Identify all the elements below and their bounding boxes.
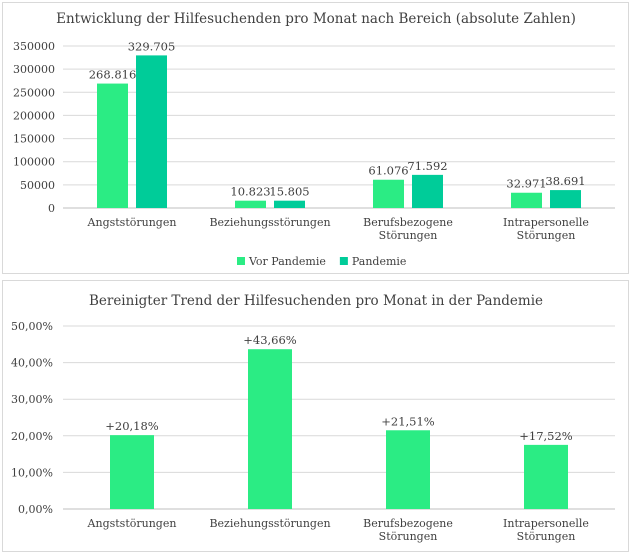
data-label: 32.971 bbox=[506, 177, 546, 191]
bar bbox=[373, 179, 404, 208]
category-label: Angststörungen bbox=[87, 517, 177, 530]
legend-swatch bbox=[339, 257, 348, 265]
y-tick-label: 150000 bbox=[13, 133, 55, 146]
y-tick-label: 50,00% bbox=[11, 320, 53, 333]
category-label: Berufsbezogene bbox=[363, 517, 453, 530]
category-label: Intrapersonelle bbox=[503, 216, 589, 229]
bar bbox=[511, 192, 542, 208]
category-label: Störungen bbox=[379, 530, 438, 543]
data-label: +20,18% bbox=[105, 419, 159, 433]
data-label: 15.805 bbox=[269, 185, 309, 199]
data-label: 329.705 bbox=[128, 39, 176, 53]
y-tick-label: 30,00% bbox=[11, 393, 53, 406]
bar bbox=[248, 349, 292, 509]
chart-title: Bereinigter Trend der Hilfesuchenden pro… bbox=[89, 293, 543, 309]
bar bbox=[386, 430, 430, 509]
legend-label: Vor Pandemie bbox=[248, 255, 326, 268]
y-tick-label: 50000 bbox=[20, 179, 55, 192]
chart-panel-trend: Bereinigter Trend der Hilfesuchenden pro… bbox=[2, 280, 629, 552]
data-label: 38.691 bbox=[545, 174, 585, 188]
bar bbox=[274, 200, 305, 208]
category-label: Intrapersonelle bbox=[503, 517, 589, 530]
data-label: +21,51% bbox=[381, 414, 435, 428]
y-tick-label: 10,00% bbox=[11, 466, 53, 479]
y-tick-label: 40,00% bbox=[11, 357, 53, 370]
data-label: 61.076 bbox=[368, 164, 408, 178]
y-tick-label: 20,00% bbox=[11, 430, 53, 443]
legend-swatch bbox=[237, 257, 245, 265]
data-label: 71.592 bbox=[407, 159, 447, 173]
chart-trend: Bereinigter Trend der Hilfesuchenden pro… bbox=[11, 293, 615, 543]
legend-label: Pandemie bbox=[352, 255, 407, 268]
bar bbox=[550, 190, 581, 208]
y-tick-label: 350000 bbox=[13, 40, 55, 53]
category-label: Beziehungsstörungen bbox=[209, 216, 330, 229]
category-label: Beziehungsstörungen bbox=[209, 517, 330, 530]
data-label: +17,52% bbox=[519, 429, 573, 443]
category-label: Angststörungen bbox=[87, 216, 177, 229]
bar bbox=[524, 444, 568, 509]
y-tick-label: 0 bbox=[48, 202, 55, 215]
category-label: Störungen bbox=[517, 530, 576, 543]
data-label: 268.816 bbox=[89, 68, 137, 82]
data-label: +43,66% bbox=[243, 333, 297, 347]
bar bbox=[136, 55, 167, 209]
chart-title: Entwicklung der Hilfesuchenden pro Monat… bbox=[56, 11, 576, 27]
category-label: Berufsbezogene bbox=[363, 216, 453, 229]
y-tick-label: 250000 bbox=[13, 86, 55, 99]
y-tick-label: 200000 bbox=[13, 109, 55, 122]
bar bbox=[110, 435, 154, 509]
y-tick-label: 0,00% bbox=[18, 503, 53, 516]
y-tick-label: 100000 bbox=[13, 156, 55, 169]
chart-panel-absolute: Entwicklung der Hilfesuchenden pro Monat… bbox=[2, 2, 629, 274]
y-tick-label: 300000 bbox=[13, 63, 55, 76]
data-label: 10.823 bbox=[230, 185, 270, 199]
bar bbox=[412, 174, 443, 208]
bar bbox=[235, 200, 266, 208]
bar bbox=[97, 83, 128, 208]
category-label: Störungen bbox=[517, 229, 576, 242]
chart-absolute: Entwicklung der Hilfesuchenden pro Monat… bbox=[13, 11, 615, 268]
category-label: Störungen bbox=[379, 229, 438, 242]
